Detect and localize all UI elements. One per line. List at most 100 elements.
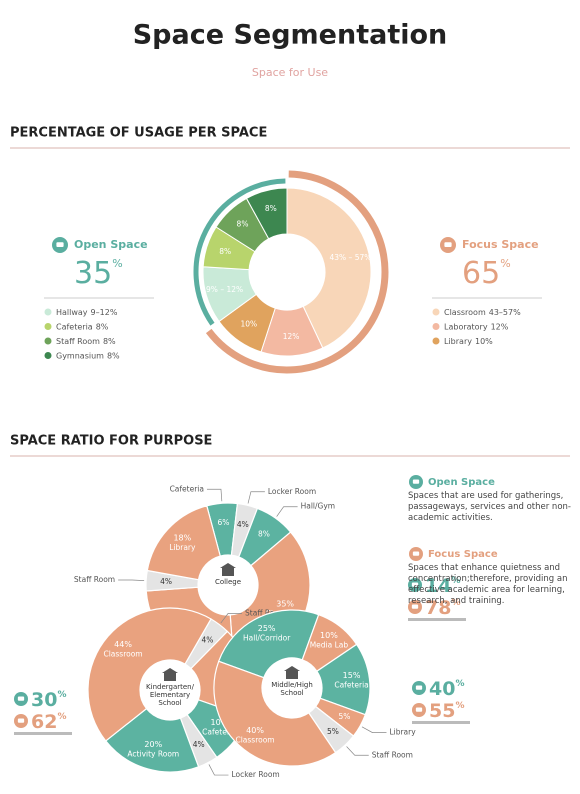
leader-line <box>361 726 387 733</box>
summary-unit: % <box>57 712 66 722</box>
legend-name: Hallway <box>56 308 88 317</box>
legend-value: 10% <box>475 337 493 346</box>
legend-value: 8% <box>103 337 116 346</box>
ring-segment <box>104 707 200 773</box>
space-icon-glyph <box>411 582 419 587</box>
legend-description: Spaces that are used for gatherings, pas… <box>408 491 571 523</box>
legend-value: 9–12% <box>91 308 118 317</box>
segment-label: 8% <box>265 204 277 213</box>
section-title: SPACE RATIO FOR PURPOSE <box>10 434 212 449</box>
legend-swatch <box>432 323 440 330</box>
segment-name: Hall/Corridor <box>243 634 291 643</box>
segment-name: Staff Room <box>372 750 413 759</box>
summary-value: 14% <box>425 575 460 597</box>
ring-segment <box>87 607 212 742</box>
segment-value: 18% <box>173 534 191 543</box>
segment-value: 10% <box>210 718 228 727</box>
segment-name: Locker Room <box>231 770 279 779</box>
summary-value: 55% <box>429 700 464 722</box>
legend-item: Classroom 43–57% <box>444 308 521 317</box>
legend-item: Hallway 9–12% <box>56 308 118 317</box>
legend-value: 8% <box>107 351 120 360</box>
segment-value: 4% <box>160 577 172 586</box>
segment-name: Staff Room <box>245 609 286 618</box>
segment-value: 20% <box>144 740 162 749</box>
segment-name: Hall/Gym <box>301 502 336 511</box>
legend-title: Open Space <box>74 238 148 251</box>
legend-description-box: Spaces that enhance quietness and concen… <box>408 563 568 606</box>
ring-center-label-box: Middle/High School <box>271 681 313 697</box>
summary-unit: % <box>451 598 460 608</box>
segment-label: 12% <box>283 332 300 341</box>
ring-hole <box>141 661 199 719</box>
space-icon-glyph <box>415 707 423 712</box>
leader-line <box>220 613 243 624</box>
summary-unit: % <box>455 679 464 689</box>
summary-value: 78% <box>425 597 460 619</box>
building-icon <box>286 671 298 679</box>
legend-description: Spaces that enhance quietness and concen… <box>408 563 568 606</box>
segment-value: 15% <box>343 671 361 680</box>
summary-value: 30% <box>31 689 66 711</box>
building-roof <box>220 563 236 568</box>
segment-value: 35% <box>276 600 294 609</box>
legend-swatch <box>432 337 440 345</box>
legend-name: Cafeteria <box>56 322 93 331</box>
summary-unit: % <box>455 701 464 711</box>
building-icon <box>164 673 176 681</box>
space-icon-glyph <box>17 718 25 723</box>
ring-hole <box>263 659 321 717</box>
legend-swatch <box>44 337 52 345</box>
building-roof <box>162 668 178 673</box>
legend-item: Cafeteria 8% <box>56 322 109 331</box>
segment-value: 6% <box>218 518 230 527</box>
legend-title: Focus Space <box>428 549 498 560</box>
ring-hole <box>199 556 257 614</box>
ring-segment <box>217 609 320 679</box>
legend-title: Open Space <box>428 477 495 488</box>
legend-name: Library <box>444 337 472 346</box>
summary-number: 55 <box>429 700 455 722</box>
ring-center-label: College <box>214 578 242 586</box>
segment-name: Cafeteria <box>170 484 204 493</box>
group-total-value: 35 <box>74 256 112 291</box>
space-icon-glyph <box>56 242 64 247</box>
summary-number: 62 <box>31 711 57 733</box>
summary-unit: % <box>451 576 460 586</box>
legend-description-box: Spaces that are used for gatherings, pas… <box>408 491 571 523</box>
summary-value: 62% <box>31 711 66 733</box>
legend-name: Laboratory <box>444 322 488 331</box>
segment-value: 40% <box>246 726 264 735</box>
space-icon-glyph <box>415 685 423 690</box>
segment-name: Cafeteria <box>202 727 236 736</box>
summary-number: 14 <box>425 575 451 597</box>
ring-center-label-box: College <box>214 578 242 586</box>
building-icon <box>222 568 234 576</box>
segment-name: Classroom <box>103 649 142 658</box>
summary-unit: % <box>57 690 66 700</box>
segment-value: 10% <box>320 631 338 640</box>
legend-swatch <box>432 308 440 316</box>
section-title: PERCENTAGE OF USAGE PER SPACE <box>10 126 267 141</box>
page-subtitle: Space for Use <box>252 66 328 79</box>
legend-title: Focus Space <box>462 238 539 251</box>
segment-value: 5% <box>339 712 351 721</box>
segment-value: 4% <box>202 636 214 645</box>
ring-center-label: Middle/High School <box>271 681 313 697</box>
space-icon-glyph <box>411 604 419 609</box>
segment-value: 44% <box>114 640 132 649</box>
segment-name: Library <box>169 543 196 552</box>
group-total: 35% <box>74 256 123 291</box>
donut-segment <box>286 187 372 349</box>
ring-segment <box>213 660 337 767</box>
segment-value: 4% <box>193 740 205 749</box>
building-roof <box>284 666 300 671</box>
segment-value: 4% <box>237 520 249 529</box>
summary-number: 30 <box>31 689 57 711</box>
segment-name: Media Lab <box>310 641 349 650</box>
ring-segment <box>146 505 221 581</box>
summary-value: 40% <box>429 678 464 700</box>
group-ring <box>205 170 389 374</box>
group-total-unit: % <box>500 257 510 270</box>
legend-item: Laboratory 12% <box>444 322 509 331</box>
